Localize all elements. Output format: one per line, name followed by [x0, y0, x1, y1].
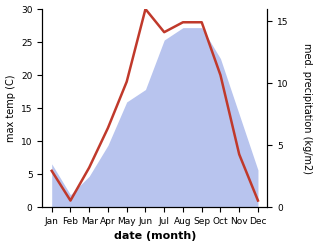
X-axis label: date (month): date (month) [114, 231, 196, 242]
Y-axis label: max temp (C): max temp (C) [5, 74, 16, 142]
Y-axis label: med. precipitation (kg/m2): med. precipitation (kg/m2) [302, 43, 313, 174]
